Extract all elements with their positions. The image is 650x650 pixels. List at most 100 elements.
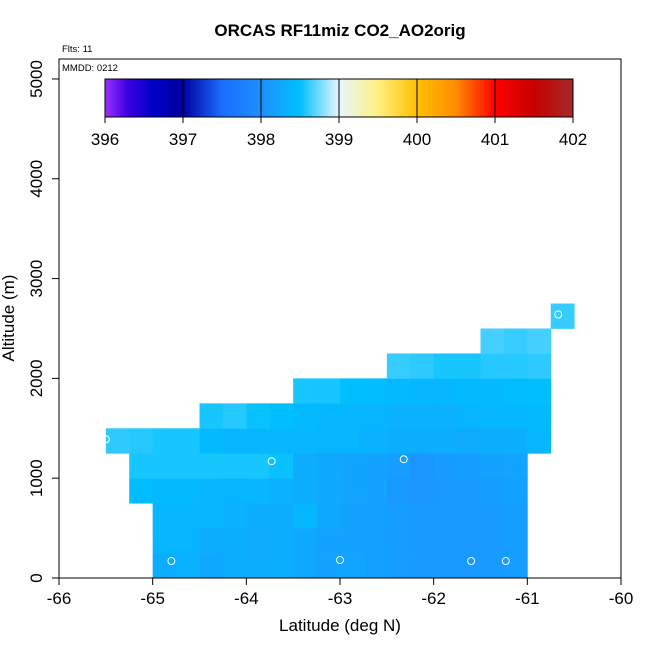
heatmap-cell <box>386 478 411 504</box>
heatmap-cell <box>340 553 364 578</box>
heatmap-cell <box>386 403 411 429</box>
heatmap-cell <box>457 378 481 404</box>
heatmap-cell <box>527 353 552 379</box>
heatmap-cell <box>105 428 130 454</box>
heatmap-cell <box>293 428 317 454</box>
y-tick-label: 2000 <box>27 359 46 397</box>
heatmap-cell <box>199 403 224 429</box>
heatmap-cell <box>129 453 154 479</box>
heatmap-cell <box>293 378 317 404</box>
heatmap-cell <box>503 503 528 529</box>
heatmap-cell <box>340 403 364 429</box>
heatmap-cell <box>363 478 388 504</box>
heatmap-cell <box>176 428 200 454</box>
heatmap-cell <box>129 428 154 454</box>
heatmap-cell <box>269 403 294 429</box>
heatmap-cell <box>363 503 388 529</box>
heatmap-cell <box>386 553 411 578</box>
colorbar-tick-label: 397 <box>169 130 197 149</box>
heatmap-cell <box>293 403 317 429</box>
heatmap-cell <box>503 453 528 479</box>
heatmap-cell <box>199 478 224 504</box>
heatmap-cell <box>293 503 317 529</box>
heatmap-cell <box>363 453 388 479</box>
heatmap-cell <box>246 553 271 578</box>
heatmap-cell <box>222 403 247 429</box>
heatmap-cell <box>433 528 458 554</box>
y-tick-label: 5000 <box>27 60 46 98</box>
y-axis-label: Altitude (m) <box>0 275 18 362</box>
flights-annotation: Flts: 11 <box>62 44 92 55</box>
heatmap-cell <box>457 503 481 529</box>
heatmap-cell <box>246 403 271 429</box>
heatmap-cell <box>129 478 154 504</box>
heatmap-cell <box>176 478 200 504</box>
heatmap-cell <box>527 328 552 354</box>
observation-point <box>399 455 408 464</box>
x-axis: -66 -65 -64 -63 -62 -61 -60 <box>47 578 634 608</box>
heatmap-cell <box>316 503 341 529</box>
heatmap-cell <box>433 403 458 429</box>
x-tick-label: -63 <box>328 589 353 608</box>
heatmap-cell <box>410 403 435 429</box>
heatmap-cell <box>246 528 271 554</box>
heatmap-cell <box>503 403 528 429</box>
heatmap-cell <box>316 428 341 454</box>
heatmap-cell <box>199 503 224 529</box>
heatmap-cell <box>503 478 528 504</box>
heatmap-cell <box>386 353 411 379</box>
heatmap-cell <box>222 428 247 454</box>
heatmap-cell <box>199 553 224 578</box>
heatmap-cell <box>293 528 317 554</box>
heatmap-cell <box>246 478 271 504</box>
observation-point <box>336 556 344 565</box>
observation-point <box>467 557 476 566</box>
heatmap-cell <box>152 503 177 529</box>
colorbar-tick-label: 396 <box>91 130 119 149</box>
heatmap-cell <box>527 403 552 429</box>
heatmap-cell <box>316 378 341 404</box>
y-tick-label: 0 <box>27 573 46 582</box>
heatmap-cell <box>269 503 294 529</box>
heatmap-cell <box>363 553 388 578</box>
heatmap-cell <box>269 428 294 454</box>
heatmap-cell <box>480 328 505 354</box>
y-tick-label: 3000 <box>27 260 46 298</box>
heatmap-cell <box>386 528 411 554</box>
heatmap-cell <box>152 428 177 454</box>
heatmap-cell <box>503 528 528 554</box>
heatmap-cell <box>480 553 505 578</box>
x-tick-label: -66 <box>47 589 72 608</box>
y-tick-label: 1000 <box>27 459 46 497</box>
heatmap-cell <box>199 428 224 454</box>
colorbar-tick-label: 401 <box>481 130 509 149</box>
heatmap-cell <box>410 428 435 454</box>
heatmap-cell <box>503 328 528 354</box>
heatmap-cell <box>176 453 200 479</box>
colorbar-tick-label: 399 <box>325 130 353 149</box>
heatmap-cell <box>176 553 200 578</box>
heatmap-cell <box>457 403 481 429</box>
heatmap-cell <box>340 428 364 454</box>
heatmap-cell <box>410 553 435 578</box>
heatmap-cell <box>269 478 294 504</box>
observation-point <box>101 435 110 444</box>
heatmap-cell <box>363 528 388 554</box>
heatmap-cell <box>199 528 224 554</box>
heatmap-cell <box>480 403 505 429</box>
heatmap-cell <box>503 428 528 454</box>
heatmap-cell <box>410 378 435 404</box>
heatmap-cell <box>386 453 411 479</box>
heatmap-cell <box>316 553 341 578</box>
heatmap-cell <box>410 353 435 379</box>
x-tick-label: -60 <box>609 589 634 608</box>
heatmap-cell <box>363 403 388 429</box>
heatmap-cell <box>480 528 505 554</box>
heatmap-cell <box>222 453 247 479</box>
heatmap-cell <box>433 428 458 454</box>
observation-point <box>554 310 563 319</box>
y-tick-label: 4000 <box>27 160 46 198</box>
heatmap-cell <box>457 353 481 379</box>
heatmap-cell <box>386 503 411 529</box>
heatmap-cell <box>176 503 200 529</box>
